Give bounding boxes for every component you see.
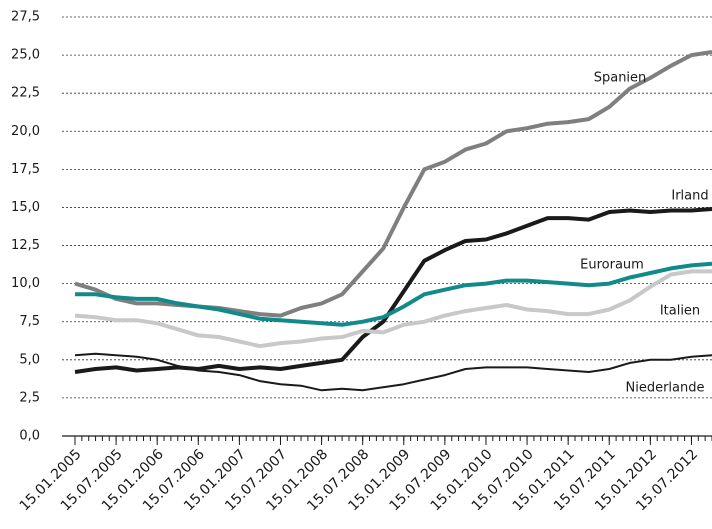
y-tick-label: 27,5 [11, 10, 40, 25]
series-label: Euroraum [580, 258, 644, 273]
y-tick-label: 15,0 [11, 200, 40, 215]
y-tick-label: 25,0 [11, 48, 40, 63]
y-tick-label: 5,0 [19, 352, 40, 367]
y-tick-label: 17,5 [11, 162, 40, 177]
y-tick-label: 10,0 [11, 276, 40, 291]
series-line [74, 269, 712, 349]
y-tick-label: 7,5 [19, 314, 40, 329]
y-tick-label: 2,5 [19, 390, 40, 405]
series-label: Irland [671, 189, 708, 204]
y-tick-label: 22,5 [11, 86, 40, 101]
series-label: Niederlande [626, 381, 705, 396]
series-line [75, 261, 712, 327]
series-line [74, 207, 712, 374]
y-tick-label: 20,0 [11, 124, 40, 139]
series-line [74, 50, 712, 318]
series-line [74, 352, 712, 392]
series-label: Italien [660, 304, 700, 319]
y-tick-label: 0,0 [19, 429, 40, 444]
y-tick-label: 12,5 [11, 238, 40, 253]
series-label: Spanien [594, 71, 647, 86]
